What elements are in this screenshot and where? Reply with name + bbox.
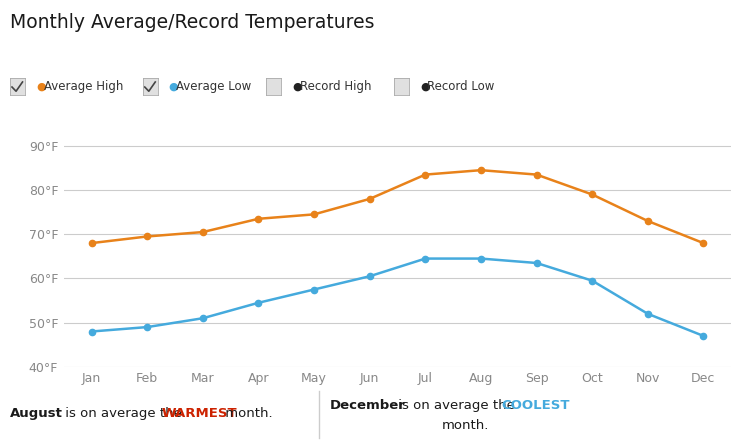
Text: Record High: Record High xyxy=(300,80,371,93)
Text: ●: ● xyxy=(420,81,430,91)
Text: Average High: Average High xyxy=(44,80,123,93)
Text: Monthly Average/Record Temperatures: Monthly Average/Record Temperatures xyxy=(10,13,374,32)
Text: is on average the: is on average the xyxy=(61,407,186,420)
Text: month.: month. xyxy=(220,407,272,420)
Text: is on average the: is on average the xyxy=(394,399,519,412)
Text: COOLEST: COOLEST xyxy=(501,399,569,412)
Text: WARMEST: WARMEST xyxy=(162,407,238,420)
Text: Average Low: Average Low xyxy=(176,80,251,93)
Text: August: August xyxy=(10,407,62,420)
Text: Record Low: Record Low xyxy=(427,80,495,93)
Text: ●: ● xyxy=(36,81,46,91)
Text: December: December xyxy=(330,399,406,412)
Text: ●: ● xyxy=(169,81,178,91)
Text: ●: ● xyxy=(292,81,302,91)
Text: month.: month. xyxy=(441,419,489,432)
